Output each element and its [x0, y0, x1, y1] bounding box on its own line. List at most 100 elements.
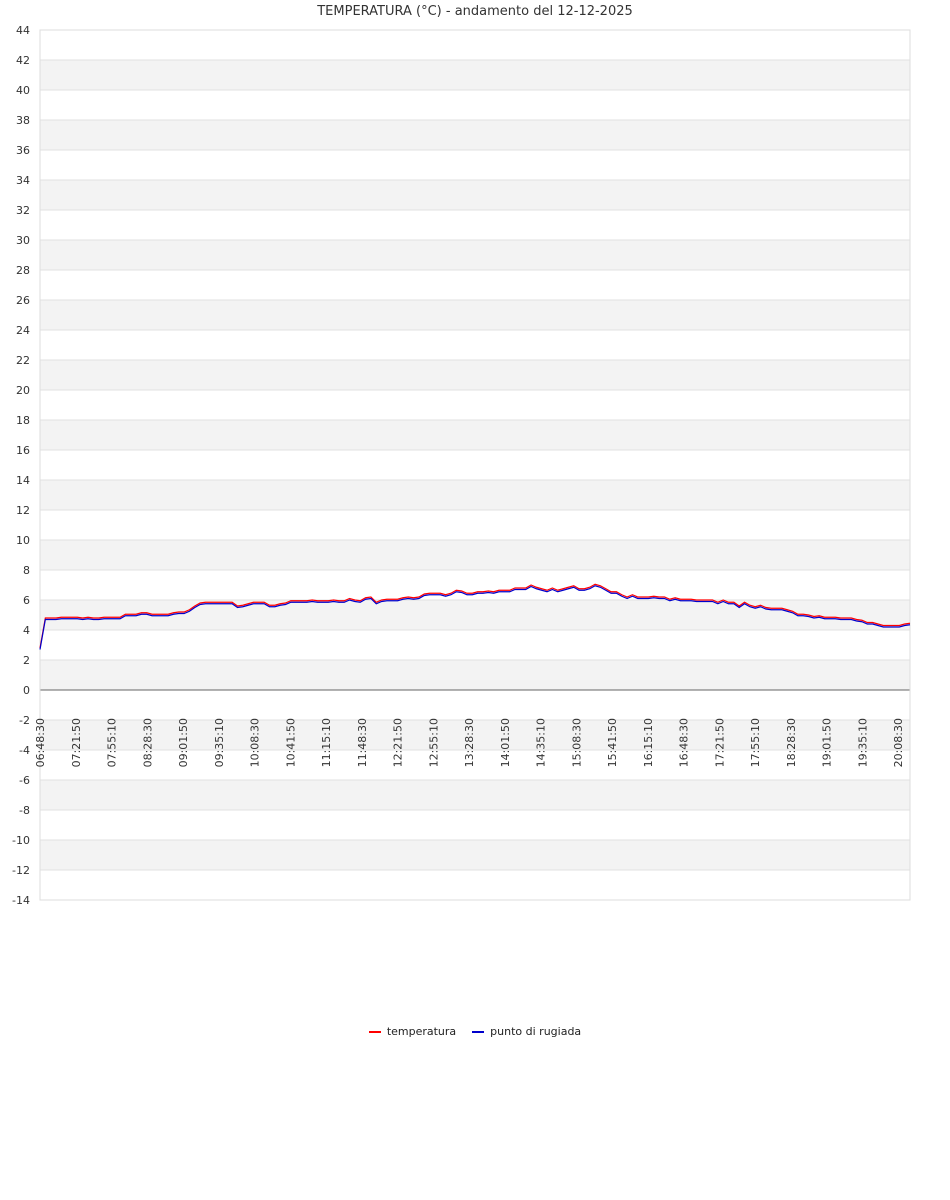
- series-line-punto-di-rugiada: [39, 585, 911, 650]
- legend-item-punto-di-rugiada: punto di rugiada: [472, 1025, 581, 1038]
- grid-band: [40, 300, 910, 330]
- grid-band: [40, 240, 910, 270]
- grid-band: [40, 180, 910, 210]
- x-tick-label: 11:15:10: [320, 718, 333, 767]
- grid-band: [40, 870, 910, 900]
- x-tick-label: 12:55:10: [427, 718, 440, 767]
- y-tick-label: 14: [16, 474, 30, 487]
- y-tick-label: -4: [19, 744, 30, 757]
- grid-band: [40, 30, 910, 60]
- x-tick-label: 07:21:50: [70, 718, 83, 767]
- y-tick-label: 30: [16, 234, 30, 247]
- y-tick-label: 40: [16, 84, 30, 97]
- series-lines: [39, 583, 911, 650]
- x-tick-label: 15:08:30: [570, 718, 583, 767]
- x-tick-label: 16:15:10: [642, 718, 655, 767]
- y-tick-label: 2: [23, 654, 30, 667]
- grid-band: [40, 630, 910, 660]
- x-tick-label: 11:48:30: [356, 718, 369, 767]
- y-tick-label: -8: [19, 804, 30, 817]
- grid-band: [40, 600, 910, 630]
- grid-band: [40, 210, 910, 240]
- y-tick-label: 32: [16, 204, 30, 217]
- grid-band: [40, 480, 910, 510]
- grid-band: [40, 510, 910, 540]
- grid-band: [40, 360, 910, 390]
- x-tick-label: 20:08:30: [892, 718, 905, 767]
- chart-title: TEMPERATURA (°C) - andamento del 12-12-2…: [317, 4, 633, 19]
- legend-swatch-temperatura: [368, 1030, 381, 1033]
- grid-band: [40, 60, 910, 90]
- y-tick-label: 24: [16, 324, 30, 337]
- x-axis-ticks: 06:48:30 07:21:50 07:55:10 08:28:30 09:01:50…: [34, 718, 905, 767]
- y-tick-label: 36: [16, 144, 30, 157]
- y-tick-label: 34: [16, 174, 30, 187]
- y-tick-label: 20: [16, 384, 30, 397]
- x-tick-label: 17:21:50: [713, 718, 726, 767]
- y-tick-label: 42: [16, 54, 30, 67]
- grid-band: [40, 840, 910, 870]
- x-tick-label: 17:55:10: [749, 718, 762, 767]
- grid-band: [40, 540, 910, 570]
- x-tick-label: 14:01:50: [499, 718, 512, 767]
- x-tick-label: 13:28:30: [463, 718, 476, 767]
- x-tick-label: 16:48:30: [678, 718, 691, 767]
- y-tick-label: 16: [16, 444, 30, 457]
- x-tick-label: 06:48:30: [34, 718, 47, 767]
- y-tick-label: 26: [16, 294, 30, 307]
- grid-band: [40, 330, 910, 360]
- grid-band: [40, 120, 910, 150]
- y-tick-label: 12: [16, 504, 30, 517]
- grid-band: [40, 90, 910, 120]
- x-tick-label: 07:55:10: [106, 718, 119, 767]
- y-tick-label: -14: [12, 894, 30, 907]
- x-tick-label: 19:01:50: [821, 718, 834, 767]
- grid-band: [40, 270, 910, 300]
- grid-band: [40, 570, 910, 600]
- y-tick-label: 18: [16, 414, 30, 427]
- y-tick-label: -2: [19, 714, 30, 727]
- legend-swatch-punto-di-rugiada: [472, 1030, 485, 1033]
- plot-frame: [39, 29, 911, 901]
- series-line-temperatura: [39, 583, 911, 649]
- grid-band: [40, 690, 910, 720]
- x-tick-label: 14:35:10: [535, 718, 548, 767]
- grid-band: [40, 450, 910, 480]
- legend-label-punto-di-rugiada: punto di rugiada: [490, 1025, 582, 1038]
- legend-item-temperatura: temperatura: [368, 1025, 457, 1038]
- x-tick-label: 18:28:30: [785, 718, 798, 767]
- y-tick-label: 28: [16, 264, 30, 277]
- grid-bands: [40, 30, 910, 900]
- grid-band: [40, 750, 910, 780]
- y-tick-label: 6: [23, 594, 30, 607]
- y-tick-label: 4: [23, 624, 30, 637]
- y-tick-label: 38: [16, 114, 30, 127]
- legend: temperatura punto di rugiada: [0, 1025, 950, 1038]
- x-tick-label: 09:35:10: [213, 718, 226, 767]
- x-tick-label: 10:41:50: [284, 718, 297, 767]
- y-tick-label: 44: [16, 24, 30, 37]
- grid-band: [40, 720, 910, 750]
- x-tick-label: 12:21:50: [392, 718, 405, 767]
- x-tick-label: 09:01:50: [177, 718, 190, 767]
- grid-band: [40, 780, 910, 810]
- grid-band: [40, 660, 910, 690]
- grid-band: [40, 150, 910, 180]
- grid-band: [40, 420, 910, 450]
- y-tick-label: 22: [16, 354, 30, 367]
- x-tick-label: 15:41:50: [606, 718, 619, 767]
- legend-label-temperatura: temperatura: [386, 1025, 457, 1038]
- y-tick-label: 8: [23, 564, 30, 577]
- y-axis-ticks: 4442403836343230282624222018161412108642…: [12, 24, 30, 907]
- y-tick-label: -12: [12, 864, 30, 877]
- y-tick-label: -6: [19, 774, 30, 787]
- x-tick-label: 08:28:30: [141, 718, 154, 767]
- y-tick-label: 0: [23, 684, 30, 697]
- grid-band: [40, 810, 910, 840]
- y-tick-label: -10: [12, 834, 30, 847]
- y-tick-label: 10: [16, 534, 30, 547]
- x-tick-label: 19:35:10: [856, 718, 869, 767]
- x-tick-label: 10:08:30: [249, 718, 262, 767]
- grid-band: [40, 390, 910, 420]
